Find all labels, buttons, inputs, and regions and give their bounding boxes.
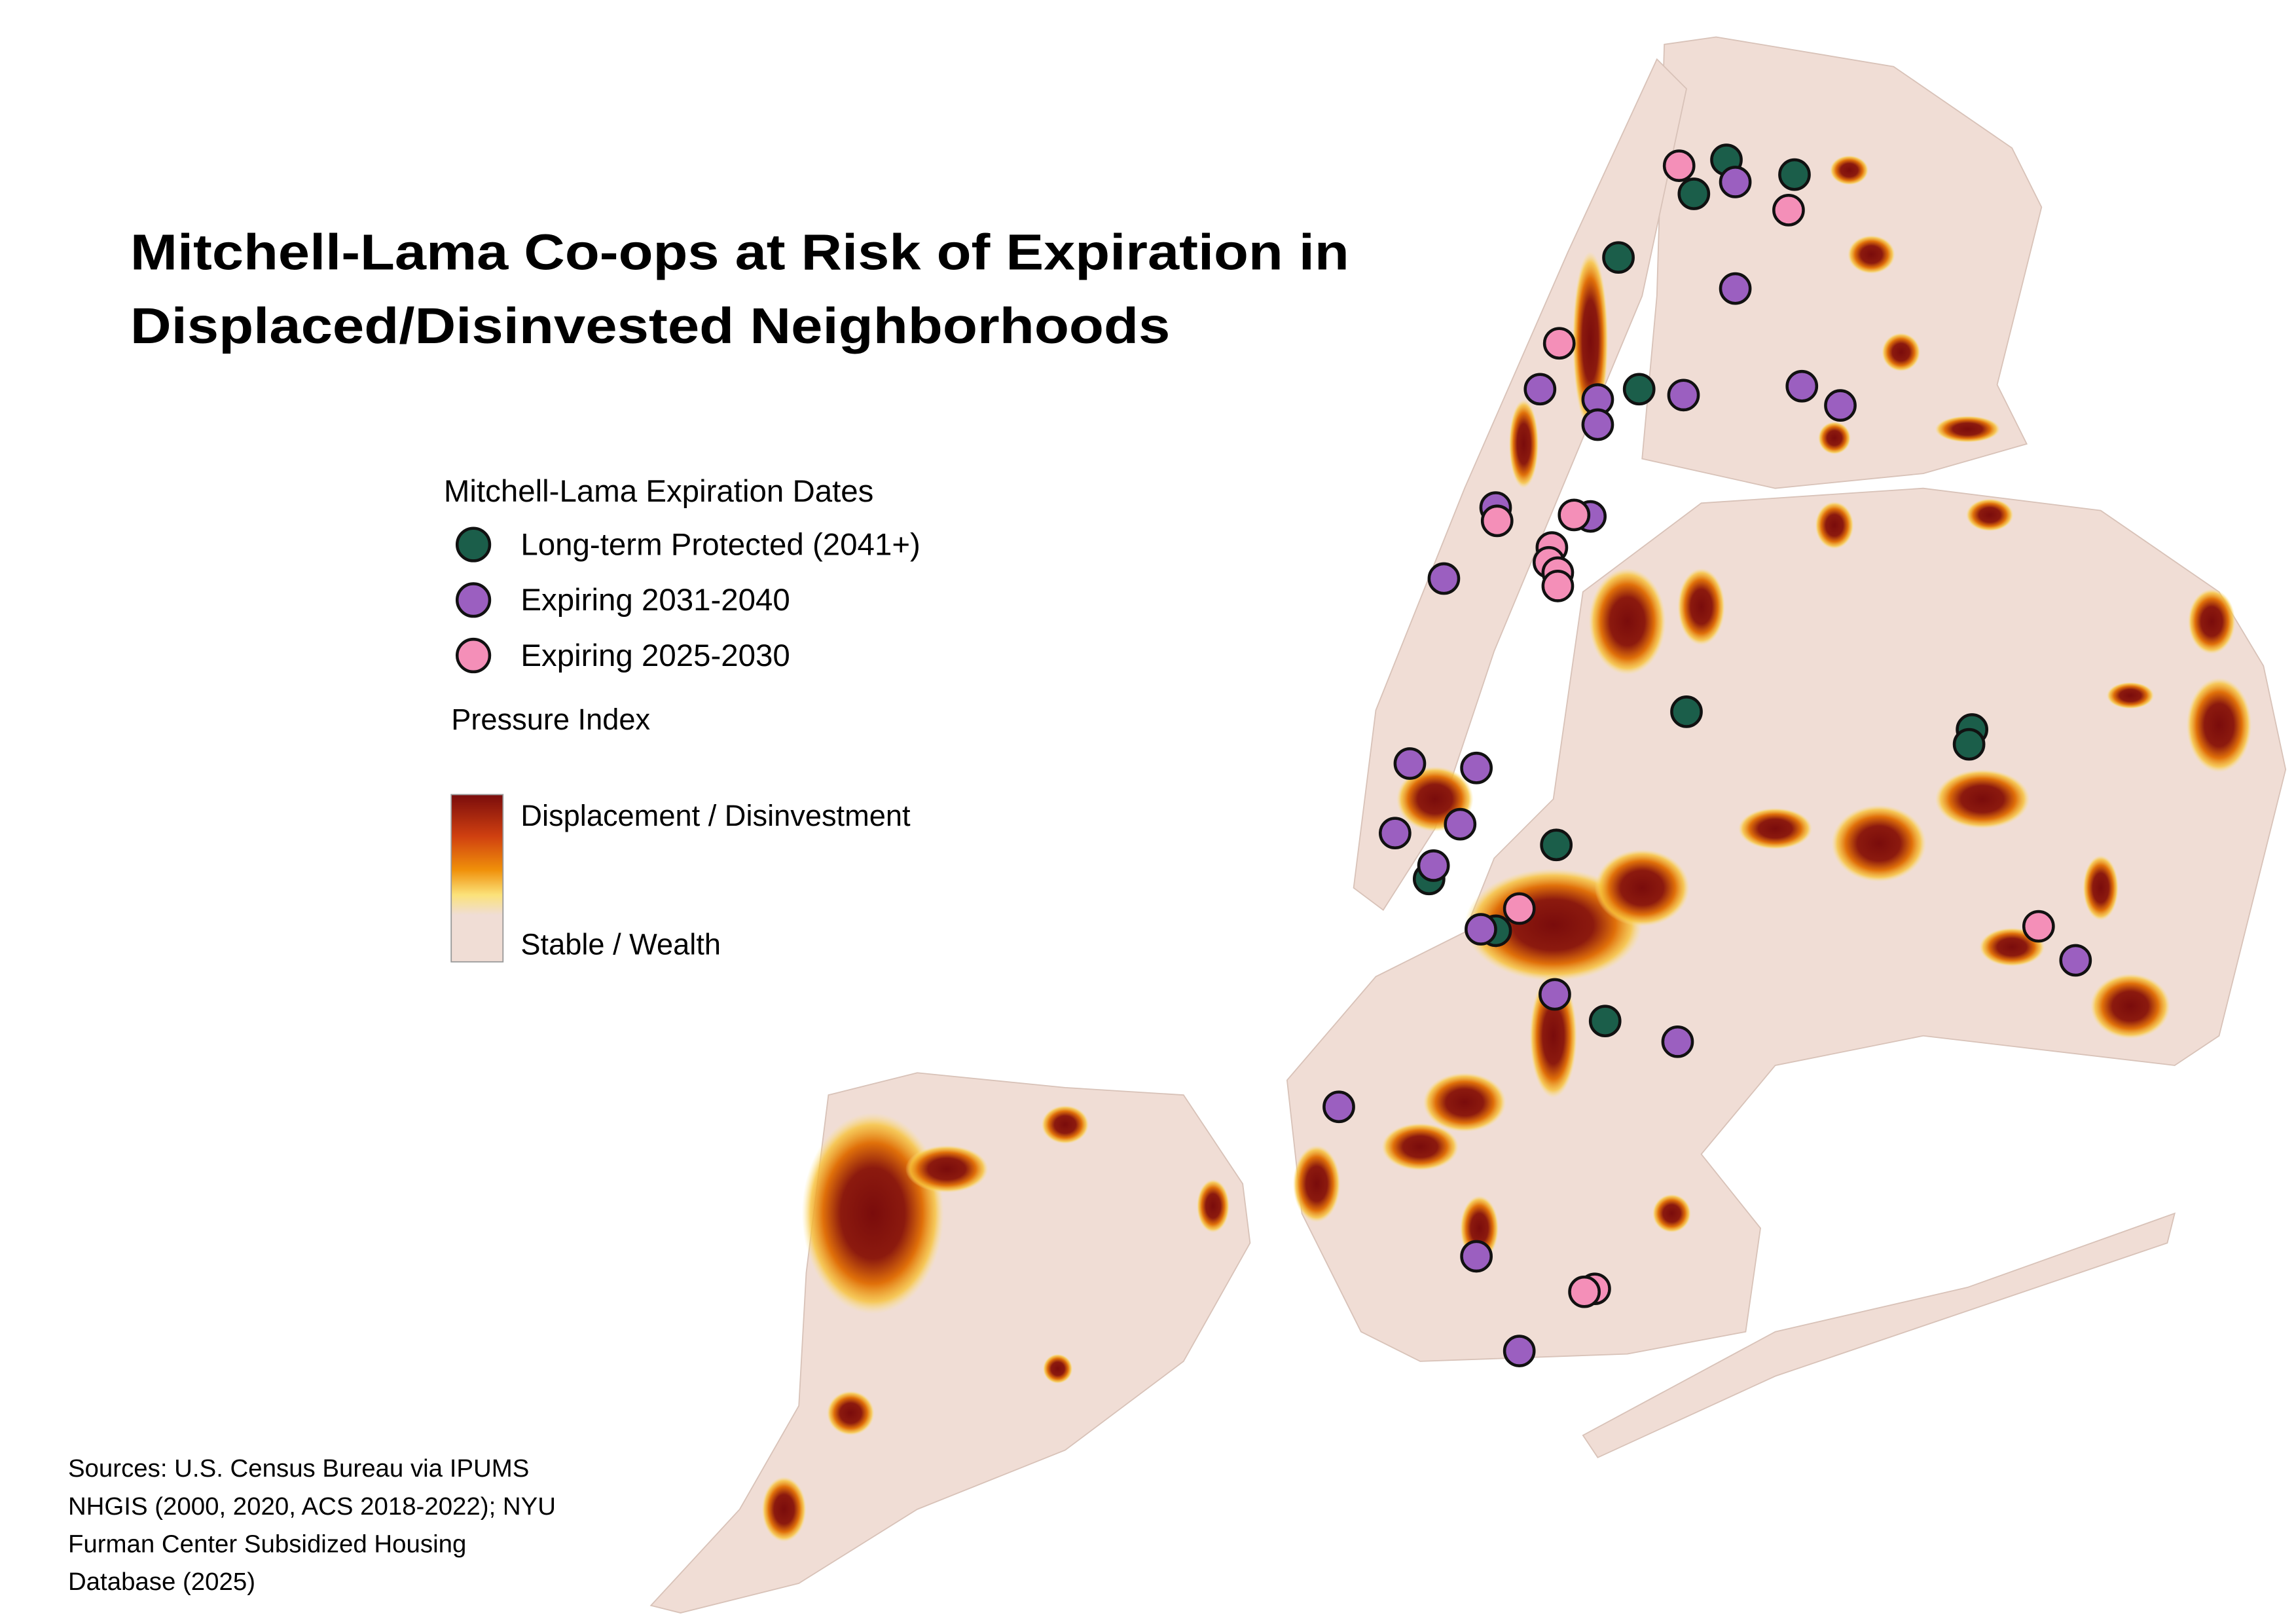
hotspot	[1935, 769, 2030, 829]
coop-marker	[1667, 378, 1700, 412]
title-line: Displaced/Disinvested Neighborhoods	[130, 298, 1171, 354]
source-line: Sources: U.S. Census Bureau via IPUMS	[68, 1454, 529, 1483]
coop-marker	[1778, 158, 1811, 191]
source-line: NHGIS (2000, 2020, ACS 2018-2022); NYU	[68, 1492, 556, 1521]
hotspot	[1738, 807, 1813, 850]
legend: Long-term Protected (2041+) Expiring 2031…	[455, 526, 920, 674]
hotspot	[1043, 1354, 1073, 1384]
hotspot	[1652, 1194, 1691, 1233]
hotspot	[1848, 235, 1895, 274]
coop-marker	[1503, 892, 1536, 925]
coop-marker	[1465, 913, 1497, 946]
hotspot	[1588, 568, 1666, 675]
coop-marker	[1670, 695, 1703, 728]
coop-marker	[1581, 408, 1614, 441]
coop-marker	[1719, 272, 1752, 305]
legend-marker	[455, 526, 492, 563]
coop-marker	[1785, 369, 1819, 403]
rockaway	[1582, 1212, 2176, 1458]
source-line: Database (2025)	[68, 1568, 255, 1596]
coop-marker	[1541, 569, 1575, 602]
coop-marker	[1772, 194, 1805, 227]
coop-marker	[1677, 177, 1711, 210]
title-line: Mitchell-Lama Co-ops at Risk of Expirati…	[130, 224, 1349, 280]
hotspot	[2083, 855, 2119, 921]
coop-marker	[1568, 1275, 1601, 1308]
legend-label: Expiring 2031-2040	[520, 583, 790, 618]
pressure-low-label: Stable / Wealth	[520, 927, 721, 961]
coop-marker	[1427, 562, 1461, 595]
hotspot	[1815, 502, 1854, 549]
coop-marker	[1539, 978, 1571, 1011]
hotspot	[827, 1391, 875, 1435]
coop-marker	[1417, 849, 1450, 882]
coop-marker	[1719, 166, 1752, 198]
hotspot	[1677, 568, 1725, 646]
hotspot	[1594, 849, 1690, 927]
coop-marker	[1480, 504, 1514, 538]
coop-marker	[1952, 728, 1986, 761]
coop-marker	[1460, 1240, 1493, 1273]
hotspot	[1041, 1105, 1089, 1144]
hotspot	[2188, 589, 2236, 654]
hotspot	[1508, 399, 1539, 489]
coop-marker	[1460, 751, 1493, 784]
coop-marker	[1379, 817, 1412, 850]
legend-marker	[455, 637, 492, 674]
legend-title: Mitchell-Lama Expiration Dates	[444, 474, 873, 509]
legend-label: Long-term Protected (2041+)	[520, 527, 920, 562]
coop-marker	[1444, 807, 1477, 841]
bronx	[1641, 36, 2043, 489]
coop-marker	[1622, 373, 1656, 406]
hotspot	[1882, 333, 1921, 372]
hotspot	[2090, 973, 2170, 1039]
staten-island	[649, 1072, 1251, 1614]
hotspot	[1197, 1179, 1230, 1233]
coop-marker	[1540, 828, 1573, 862]
boroughs	[649, 36, 2287, 1614]
hotspot	[761, 1477, 807, 1542]
hotspot	[2106, 682, 2155, 709]
coop-marker	[1662, 149, 1696, 182]
coop-marker	[2059, 944, 2092, 977]
sources: Sources: U.S. Census Bureau via IPUMS NHG…	[68, 1454, 556, 1596]
coop-marker	[1558, 498, 1591, 532]
coop-marker	[2022, 910, 2055, 943]
legend-label: Expiring 2025-2030	[520, 638, 790, 673]
hotspot	[1966, 498, 2014, 532]
coop-marker	[1322, 1090, 1355, 1124]
hotspot	[801, 1113, 944, 1314]
hotspot	[1935, 415, 2001, 443]
hotspot	[1423, 1073, 1506, 1132]
coop-marker	[1824, 389, 1857, 422]
hotspot	[2186, 677, 2252, 773]
hotspot	[1818, 422, 1851, 454]
pressure-gradient	[450, 794, 504, 963]
coop-marker	[1661, 1025, 1694, 1058]
coop-marker	[1588, 1005, 1622, 1038]
source-line: Furman Center Subsidized Housing	[68, 1530, 466, 1558]
coop-marker	[1393, 747, 1427, 780]
hotspot	[1292, 1145, 1341, 1223]
coop-marker	[1602, 241, 1635, 274]
hotspot	[1831, 805, 1927, 882]
coop-markers	[1322, 143, 2092, 1367]
coop-marker	[1503, 1335, 1536, 1367]
coop-marker	[1523, 373, 1557, 406]
coop-marker	[1542, 327, 1576, 360]
hotspot	[1830, 155, 1868, 185]
legend-marker	[455, 582, 492, 618]
pressure-title: Pressure Index	[451, 703, 650, 736]
hotspot	[905, 1145, 989, 1193]
pressure-high-label: Displacement / Disinvestment	[520, 799, 911, 832]
hotspot	[1381, 1123, 1459, 1171]
